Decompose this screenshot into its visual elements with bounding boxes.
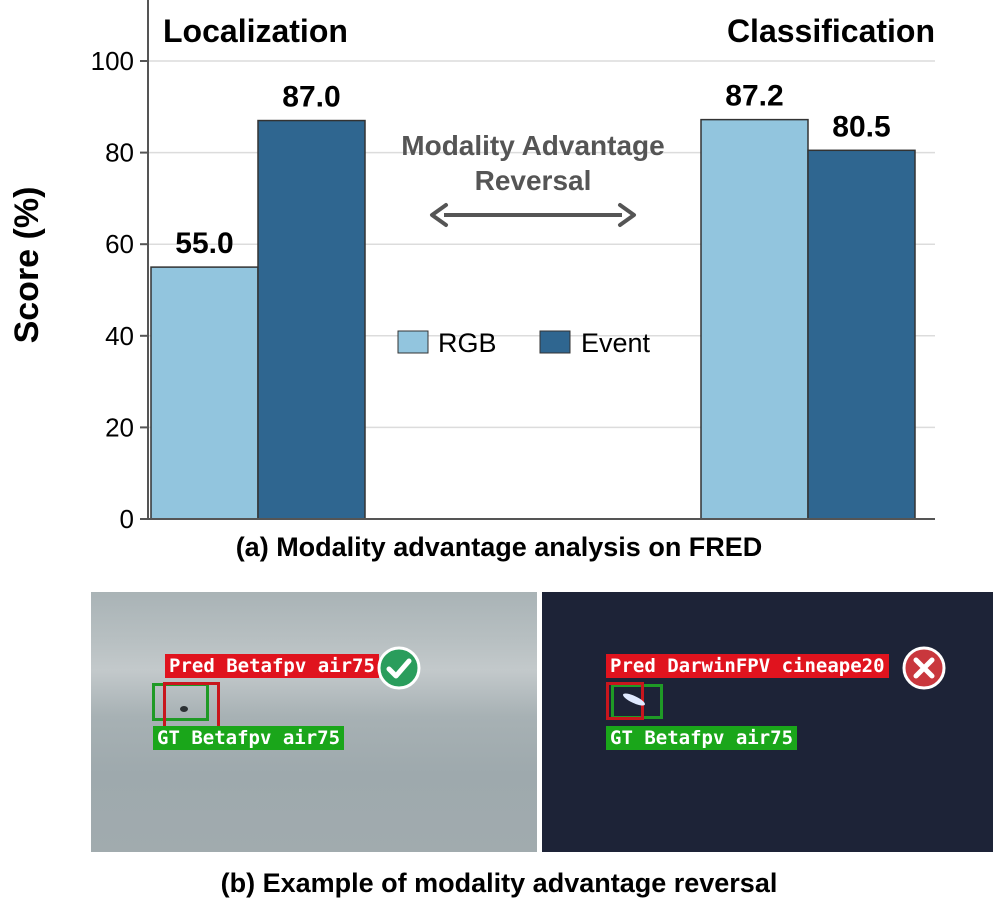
- bar-localization-event: [257, 119, 366, 520]
- event-gt-label: GT Betafpv air75: [606, 726, 798, 750]
- y-ticks: 0 20 40 60 80 100: [91, 46, 148, 532]
- legend-label-rgb: RGB: [438, 328, 497, 358]
- y-tick-label: 20: [105, 412, 134, 442]
- y-tick-label: 60: [105, 229, 134, 259]
- legend-label-event: Event: [581, 328, 651, 358]
- y-tick-label: 80: [105, 138, 134, 168]
- rgb-example-image: Pred Betafpv air75 GT Betafpv air75: [91, 592, 537, 852]
- double-arrow-icon: [430, 203, 636, 227]
- check-icon: [377, 646, 421, 690]
- bar-localization-rgb: [150, 266, 259, 520]
- legend-swatch-event: [539, 330, 571, 354]
- data-label-classification-event: 80.5: [832, 110, 890, 143]
- drone-blob: [180, 706, 188, 712]
- y-tick-label: 40: [105, 321, 134, 351]
- data-label-classification-rgb: 87.2: [725, 80, 783, 113]
- group-title-classification: Classification: [727, 13, 935, 49]
- rgb-pred-label: Pred Betafpv air75: [165, 654, 379, 678]
- legend: RGB Event: [397, 328, 651, 358]
- annotation-line1: Modality Advantage: [401, 130, 664, 161]
- annotation-line2: Reversal: [475, 165, 592, 196]
- y-axis-label: Score (%): [8, 187, 46, 344]
- rgb-gt-label: GT Betafpv air75: [153, 726, 345, 750]
- rgb-pred-box: [163, 682, 220, 732]
- axes: [147, 0, 935, 520]
- bars: [150, 118, 916, 520]
- legend-swatch-rgb: [397, 330, 429, 354]
- bar-classification-event: [807, 149, 916, 520]
- event-pred-label: Pred DarwinFPV cineape20: [606, 654, 889, 678]
- y-tick-label: 0: [120, 504, 134, 532]
- event-example-image: Pred DarwinFPV cineape20 GT Betafpv air7…: [542, 592, 993, 852]
- cross-icon: [902, 646, 946, 690]
- data-labels: 55.0 87.2 87.0 80.5: [175, 80, 890, 260]
- group-title-localization: Localization: [163, 13, 348, 49]
- data-label-localization-rgb: 55.0: [175, 227, 233, 260]
- y-tick-label: 100: [91, 46, 134, 76]
- bar-classification-rgb: [700, 118, 809, 520]
- data-label-localization-event: 87.0: [282, 81, 340, 114]
- caption-b: (b) Example of modality advantage revers…: [220, 868, 778, 898]
- caption-a: (a) Modality advantage analysis on FRED: [235, 532, 763, 562]
